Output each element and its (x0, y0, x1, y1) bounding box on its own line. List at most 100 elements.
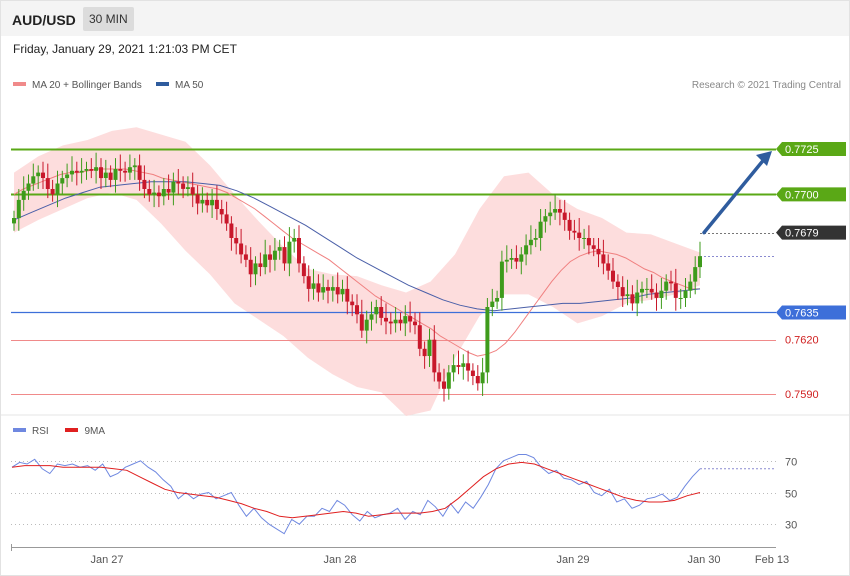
level-label-0.7700: 0.7700 (785, 189, 819, 201)
candle-body (335, 287, 340, 295)
candle-body (355, 305, 359, 315)
candle-body (417, 325, 422, 349)
candle-body (243, 254, 248, 260)
candle-body (528, 239, 533, 246)
rsi-legend-label: RSI (32, 426, 49, 437)
rsi-ma-swatch (65, 428, 79, 433)
candle-body (678, 298, 683, 299)
candle-body (234, 238, 239, 244)
candle-body (499, 261, 504, 298)
candle-body (79, 170, 84, 173)
candle-body (166, 189, 171, 193)
candle-body (553, 209, 558, 213)
candle-body (432, 339, 437, 373)
candle-body (330, 287, 335, 291)
x-tick-label: Jan 27 (90, 554, 123, 566)
candle-body (538, 221, 543, 238)
candle-body (292, 238, 297, 242)
candle-body (630, 294, 635, 304)
toolbar: AUD/USD 30 MIN (1, 1, 849, 36)
candle-body (74, 170, 79, 173)
candle-body (214, 199, 219, 209)
forecast-arrow-shaft (702, 155, 768, 235)
candle-body (654, 292, 659, 298)
level-tag-bg (776, 142, 846, 156)
candles (12, 152, 702, 402)
candle-body (132, 165, 137, 168)
bollinger-band (14, 127, 700, 416)
candle-body (171, 181, 176, 193)
candle-body (123, 170, 128, 173)
candle-body (640, 288, 644, 293)
level-tag-bg (776, 305, 846, 320)
candle-body (461, 363, 466, 367)
rsi-ma-legend-label: 9MA (84, 426, 106, 437)
candle-body (644, 288, 649, 290)
candle-body (239, 243, 244, 255)
candle-body (272, 250, 277, 260)
candle-body (673, 283, 678, 298)
candle-body (147, 189, 152, 195)
candle-body (359, 314, 364, 331)
level-tag-0.7725: 0.7725 (776, 142, 846, 156)
candle-body (210, 199, 215, 206)
candle-body (113, 169, 118, 180)
rsi-tick-50: 50 (785, 489, 797, 501)
ma50-line (13, 181, 701, 312)
candle-body (297, 238, 301, 264)
candle-body (669, 281, 673, 284)
candle-body (606, 263, 611, 271)
candle-body (31, 176, 36, 184)
candle-body (84, 169, 89, 171)
ma50-swatch (156, 82, 169, 87)
candle-body (268, 254, 272, 260)
x-tick-label: Jan 29 (556, 554, 589, 566)
candle-body (41, 172, 45, 178)
candle-body (219, 209, 224, 215)
rsi-line (11, 454, 701, 535)
candle-body (321, 287, 326, 293)
candle-body (504, 259, 509, 262)
candle-body (65, 174, 70, 179)
candle-body (693, 267, 698, 282)
candle-body (379, 307, 384, 318)
candle-body (306, 276, 311, 289)
level-tag-bg (776, 187, 846, 202)
candle-body (142, 179, 147, 189)
candle-body (205, 199, 210, 206)
credit-text: Research © 2021 Trading Central (691, 80, 841, 91)
candle-body (340, 288, 345, 295)
candle-body (258, 263, 263, 267)
timeframe-button[interactable]: 30 MIN (83, 7, 134, 31)
candle-body (475, 376, 480, 384)
candle-body (89, 169, 94, 171)
level-label-0.7620: 0.7620 (785, 335, 819, 347)
candle-body (591, 245, 596, 249)
candle-body (99, 167, 103, 179)
rsi-ma-line (11, 461, 701, 519)
candle-body (36, 172, 41, 177)
x-tick-label: Jan 30 (687, 554, 720, 566)
candle-body (422, 348, 427, 357)
candle-body (118, 169, 123, 171)
candle-body (649, 288, 654, 293)
candle-body (94, 167, 99, 171)
candle-body (437, 372, 442, 382)
candle-body (45, 178, 50, 189)
candle-body (108, 172, 113, 180)
candle-body (388, 321, 393, 324)
candle-body (480, 372, 485, 384)
symbol-label: AUD/USD (12, 12, 76, 28)
candle-body (659, 290, 664, 298)
candle-body (282, 247, 287, 264)
candle-body (190, 187, 195, 195)
x-tick-label: Jan 28 (323, 554, 356, 566)
candle-body (403, 316, 408, 324)
candle-body (562, 212, 567, 220)
level-tag-0.7679: 0.7679 (776, 225, 846, 240)
candle-body (625, 294, 630, 297)
candle-body (567, 219, 572, 231)
x-tick-label: Feb 13 (755, 554, 789, 566)
candle-body (229, 223, 234, 238)
